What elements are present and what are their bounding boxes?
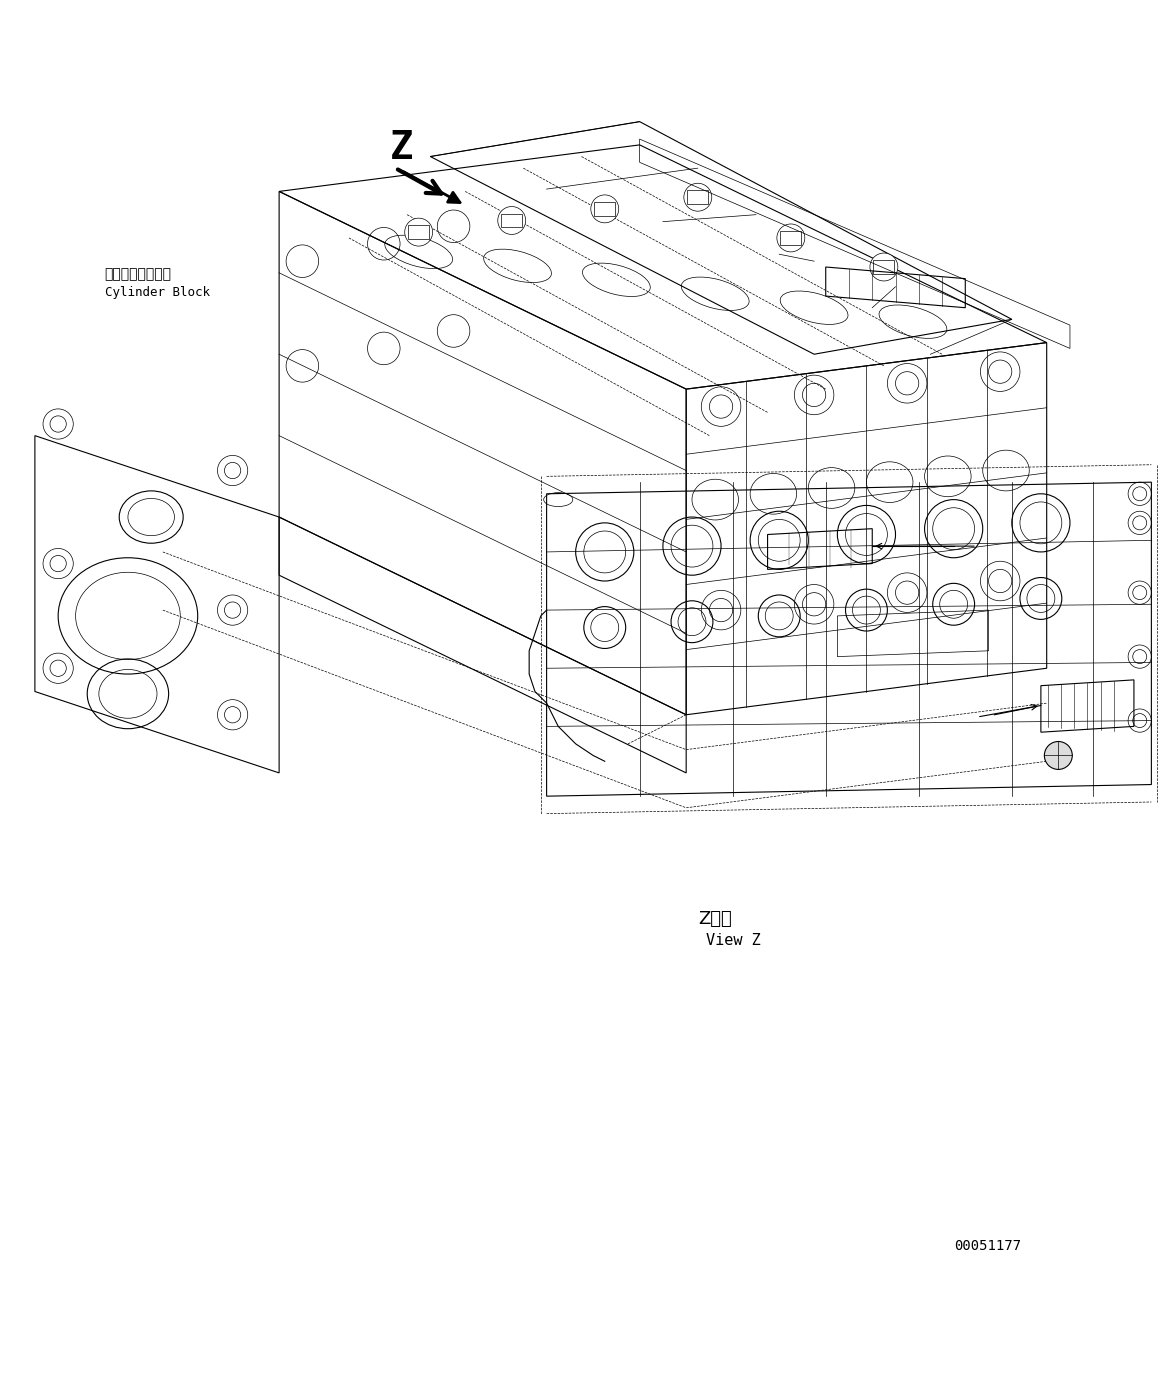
Bar bbox=[408, 225, 429, 239]
Bar bbox=[501, 213, 522, 227]
Circle shape bbox=[684, 184, 712, 212]
Bar bbox=[780, 231, 801, 245]
Text: シリンダブロック: シリンダブロック bbox=[105, 268, 172, 282]
Bar bbox=[687, 191, 708, 205]
Text: View Z: View Z bbox=[706, 934, 761, 947]
Circle shape bbox=[870, 253, 898, 281]
Circle shape bbox=[405, 219, 433, 246]
Text: Z: Z bbox=[390, 129, 413, 167]
Circle shape bbox=[498, 206, 526, 235]
Text: 00051177: 00051177 bbox=[954, 1239, 1021, 1253]
Circle shape bbox=[1044, 741, 1072, 769]
Bar bbox=[873, 260, 894, 274]
Circle shape bbox=[591, 195, 619, 223]
Bar bbox=[594, 202, 615, 216]
Circle shape bbox=[777, 224, 805, 252]
Text: Cylinder Block: Cylinder Block bbox=[105, 286, 209, 299]
Text: Z　視: Z 視 bbox=[698, 910, 732, 928]
